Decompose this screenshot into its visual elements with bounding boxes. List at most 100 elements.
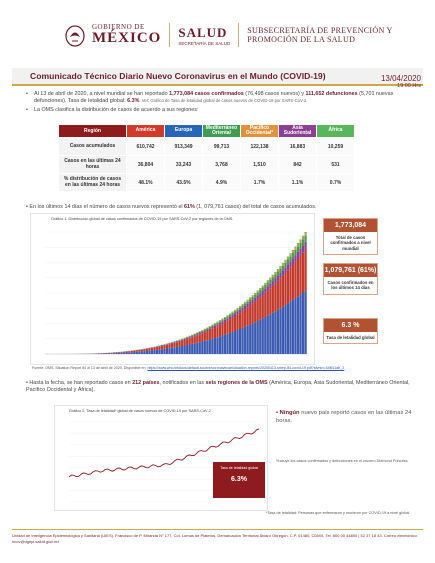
chart1-bar-segment [233,331,237,354]
chart1-bar-segment [246,325,249,354]
chart1-bar-segment [251,299,254,304]
chart1-bar-segment [241,303,244,305]
chart1-bar-segment [231,312,234,316]
chart1-bar-segment [251,323,254,354]
table-cell: 10,259 [316,137,355,156]
chart1-bar-segment [216,337,219,354]
chart1-bar-segment [107,353,111,354]
chart1-bar-segment [221,319,224,322]
kpi-label: Total de casos confirmados a nivel mundi… [330,235,371,251]
kpi-value: 1,079,761 (61%) [324,264,377,277]
chart1-bar-segment [281,263,285,266]
table-row: Casos acumulados 610,742 913,349 99,713 122,… [58,137,355,156]
chart1-bar-segment [145,350,148,354]
eagle-emblem-icon [65,25,85,47]
chart1-bar-segment [266,282,269,287]
chart1-bar-segment [160,345,164,347]
chart1-bar-segment [241,307,244,311]
chart1-bar-segment [294,246,297,248]
chart1-bar-segment [266,281,269,283]
chart1-bar-segment [254,294,257,298]
chart1-bar-segment [249,297,252,299]
bullet-global-cases: Al 13 de abril de 2020, a nivel mundial … [26,91,421,106]
chart1-bar-segment [170,342,174,343]
chart1-bar-segment [259,288,262,289]
chart1-bar-segment [216,324,219,327]
row-label: Casos en las últimas 24 horas [58,155,127,174]
chart1-bar-segment [254,301,257,323]
chart1-bar-segment [294,247,297,250]
chart1-bar-segment [281,306,285,354]
source-link[interactable]: https://www.who.int/docs/default-source/… [147,366,345,370]
chart1-bar-segment [198,333,201,335]
chart1-bar-segment [276,280,279,310]
deaths-value: 111,652 defunciones [305,91,358,97]
lethality-box-value: 6.3% [231,476,247,483]
chart1-bar-segment [261,290,264,296]
chart1-bar-segment [233,311,237,314]
chart1-bar-segment [168,343,171,344]
chart1-bar-segment [271,275,274,278]
table-cell: 48.1% [126,173,165,192]
chart1-bar-segment [193,334,196,336]
chart1-bar-segment [284,305,287,354]
table-row: Casos en las últimas 24 horas 36,804 33,24… [58,155,355,174]
chart1-bar-segment [264,285,267,289]
chart1-bar-segment [150,350,154,354]
chart1-bar-segment [120,352,123,354]
chart1-bar-segment [291,249,295,251]
text: nuevo país reportó casos en las últimas … [276,410,412,424]
chart1-bar-segment [221,318,224,320]
chart1-bar-segment [301,292,305,354]
chart1-bar-segment [181,345,184,354]
chart1-bar-segment [198,342,201,354]
chart1-bar-segment [228,332,232,354]
region-header: Región [58,124,127,138]
chart1-bar-segment [246,300,249,302]
chart1-bar-segment [296,244,300,247]
chart1-bar-segment [193,343,196,354]
chart1-bar-segment [259,319,262,354]
chart1-bar-segment [148,348,151,351]
chart1-bar-segment [206,327,209,329]
chart1-bar-segment [123,351,126,353]
column-header: Mediterráneo Oriental [202,124,241,138]
chart1-bar-segment [271,281,274,286]
chart1-bar-segment [173,342,176,343]
chart1-bar-segment [289,256,292,262]
chart1-bar-segment [279,308,282,354]
report-date: 13/04/2020 [380,74,421,83]
table-cell: 610,742 [126,137,165,156]
kpi-lethality: 6.3 % Tasa de letalidad global [323,318,378,345]
chart1-bar-segment [193,336,196,344]
footnote-diamond-princess: *Incluye los casos confirmados y defunci… [276,459,409,463]
chart1-bar-segment [211,325,214,327]
chart1-bar-segment [294,255,297,262]
chart1-bar-segment [301,245,305,253]
chart1-bar-segment [196,342,199,354]
chart1-bar-segment [271,312,274,354]
chart1-bar-segment [178,339,181,341]
chart1-bar-segment [236,330,239,354]
chart1-bar-segment [274,283,277,312]
chart1-bar-segment [279,268,282,274]
chart1-bar-segment [289,267,292,302]
chart1-bar-segment [254,293,257,295]
chart1-bar-segment [249,298,252,300]
table-cell: 4.9% [202,173,241,192]
chart1-bar-segment [176,340,179,342]
chart1-bar-segment [208,339,211,354]
chart1-bar-segment [261,285,264,287]
chart1-bar-segment [233,315,237,332]
chart1-bar-segment [208,326,211,327]
chart1-bar-segment [244,302,247,304]
chart1-bar-segment [299,294,302,354]
chart1-bar-segment [261,318,264,354]
chart1-bar-segment [296,246,300,252]
chart1-bar-segment [133,350,136,352]
column-header: América [126,124,165,138]
table-cell: 0.7% [316,173,355,192]
chart1-bar-segment [264,292,267,318]
chart1-bar-segment [236,314,239,331]
kpi-total-cases: 1,773,084 Total de casos confirmados a n… [323,218,378,256]
